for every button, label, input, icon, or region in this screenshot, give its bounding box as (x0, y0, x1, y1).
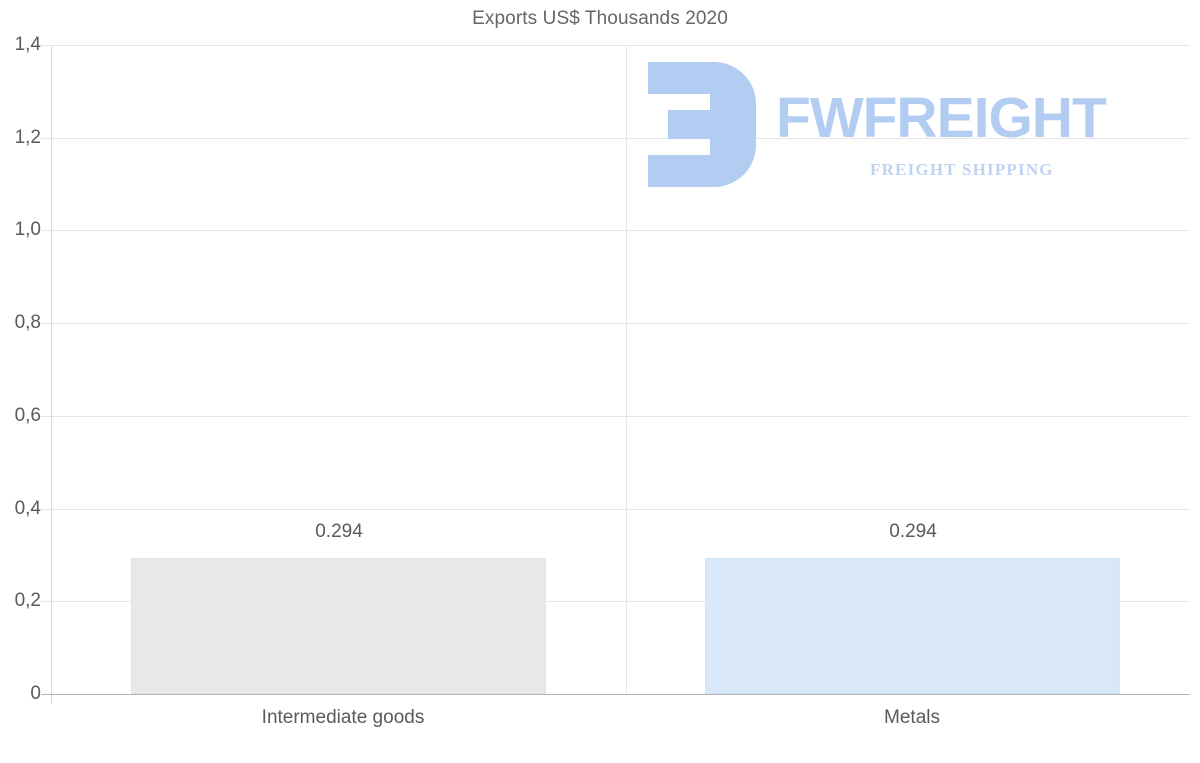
bar-metals[interactable] (705, 557, 1120, 694)
y-tick-label-1.2: 1,2 (14, 126, 41, 148)
y-tick-label-0.6: 0,6 (14, 404, 41, 426)
bar-value-label-intermediate-goods: 0.294 (315, 521, 363, 542)
gridline-1.2 (41, 137, 1190, 139)
x-axis-label-metals: Metals (884, 707, 940, 728)
y-tick-label-0.4: 0,4 (14, 497, 41, 519)
bar-value-label-metals: 0.294 (889, 521, 937, 542)
gridline-0.8 (41, 323, 1190, 325)
x-axis-label-intermediate-goods: Intermediate goods (261, 707, 425, 728)
y-tick-label-1.4: 1,4 (14, 34, 41, 55)
y-tick-label-0.8: 0,8 (14, 312, 41, 334)
plot-area (41, 45, 1190, 694)
gridline-1.0 (41, 230, 1190, 232)
gridline-1.4 (41, 45, 1190, 46)
bar-intermediate-goods[interactable] (131, 557, 546, 694)
y-tick-label-1.0: 1,0 (14, 219, 41, 241)
gridline-0.4 (41, 508, 1190, 510)
gridline-0.2 (41, 601, 1190, 603)
chart-title: Exports US$ Thousands 2020 (472, 8, 728, 29)
x-axis-line (41, 694, 1190, 695)
y-tick-label-0.2: 0,2 (14, 590, 41, 612)
category-separator-gridline (626, 45, 627, 694)
y-axis-line (51, 45, 52, 704)
y-tick-label-0: 0 (30, 683, 41, 704)
gridline-0.6 (41, 415, 1190, 417)
